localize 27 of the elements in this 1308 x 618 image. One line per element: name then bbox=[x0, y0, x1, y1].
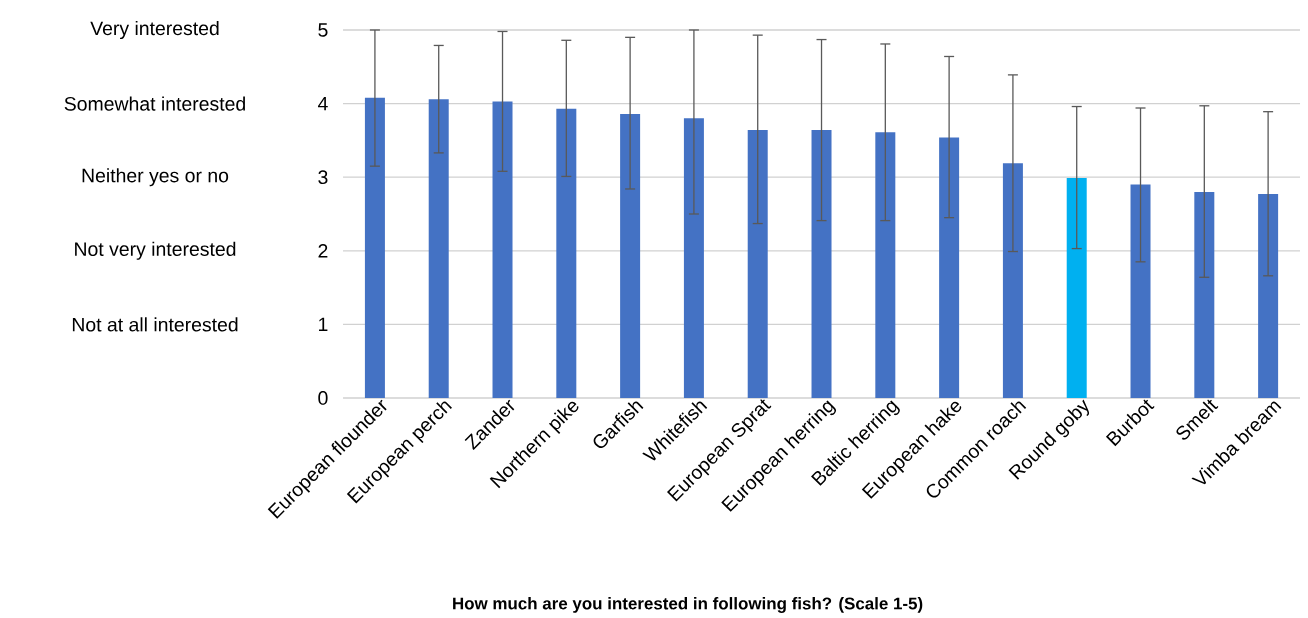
y-tick-label: 3 bbox=[318, 170, 328, 185]
y-tick-label: 1 bbox=[319, 317, 328, 332]
bar bbox=[1066, 177, 1087, 398]
y-tick-label: 5 bbox=[318, 23, 328, 37]
text: Neither yes or no bbox=[82, 168, 229, 187]
y-tick-label: 4 bbox=[317, 96, 328, 111]
bar bbox=[875, 132, 896, 398]
bar bbox=[620, 113, 641, 398]
bar bbox=[364, 97, 385, 398]
bar bbox=[1002, 163, 1023, 398]
text: Not at all interested bbox=[72, 317, 238, 332]
bar bbox=[939, 137, 960, 398]
x-axis-title: How much are you interested in following fish? (Scale 1-5) bbox=[453, 597, 923, 613]
bar bbox=[492, 101, 513, 398]
text: Very interested bbox=[90, 20, 219, 40]
text: Not very interested bbox=[75, 241, 236, 260]
y-tick-label: 0 bbox=[318, 391, 328, 405]
bar bbox=[683, 118, 704, 398]
bar bbox=[556, 108, 577, 398]
text: Somewhat interested bbox=[64, 96, 245, 111]
bar bbox=[428, 99, 449, 398]
y-tick-label: 2 bbox=[318, 244, 328, 258]
bar bbox=[1194, 191, 1215, 398]
bar bbox=[811, 130, 832, 398]
bar bbox=[747, 130, 768, 398]
bar bbox=[1258, 194, 1279, 398]
bar bbox=[1130, 184, 1151, 398]
